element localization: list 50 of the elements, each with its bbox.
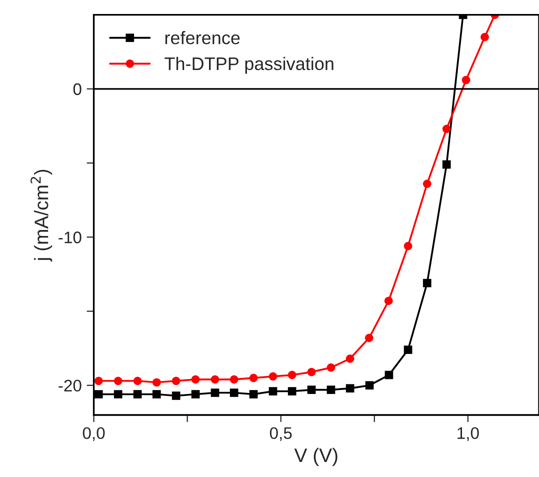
point	[404, 346, 412, 354]
point	[442, 160, 451, 169]
point	[404, 242, 412, 250]
x-axis-title: V (V)	[294, 448, 338, 466]
point	[422, 180, 432, 188]
legend-label: reference	[165, 31, 240, 44]
point	[307, 368, 316, 376]
y-axis-title: j (mA/cm$^{2}$)	[30, 170, 52, 262]
y-tick-label: 0	[73, 83, 82, 96]
point	[364, 334, 374, 342]
point	[133, 376, 142, 386]
point	[114, 376, 122, 386]
point	[94, 376, 103, 386]
point	[230, 375, 238, 384]
x-tick-label: 1,0	[458, 427, 479, 442]
point	[268, 372, 278, 381]
point	[172, 376, 180, 386]
point	[230, 388, 238, 397]
point	[249, 390, 258, 398]
point	[346, 384, 354, 392]
point	[152, 390, 161, 398]
legend-label: Th-DTPP passivation	[164, 56, 334, 74]
point	[422, 278, 432, 288]
x-tick-label: 0,0	[82, 427, 105, 442]
y-tick-label: -20	[58, 380, 82, 392]
point	[268, 387, 278, 396]
point	[365, 381, 374, 390]
y-tick-label: -10	[58, 232, 82, 244]
point	[442, 124, 451, 134]
point	[172, 392, 180, 400]
point	[191, 375, 200, 384]
point	[114, 390, 122, 398]
point	[307, 386, 316, 394]
point	[288, 370, 296, 380]
point	[346, 354, 354, 363]
point	[384, 296, 393, 306]
point	[94, 390, 103, 398]
point	[326, 363, 336, 372]
point	[480, 32, 489, 42]
point	[462, 76, 470, 84]
point	[249, 374, 258, 382]
point	[210, 388, 220, 397]
point	[384, 370, 394, 380]
point	[133, 390, 142, 398]
point	[191, 390, 200, 398]
point	[210, 375, 220, 384]
point	[326, 386, 336, 394]
point	[152, 378, 161, 387]
point	[288, 387, 296, 396]
x-tick-label: 0,5	[270, 427, 292, 442]
